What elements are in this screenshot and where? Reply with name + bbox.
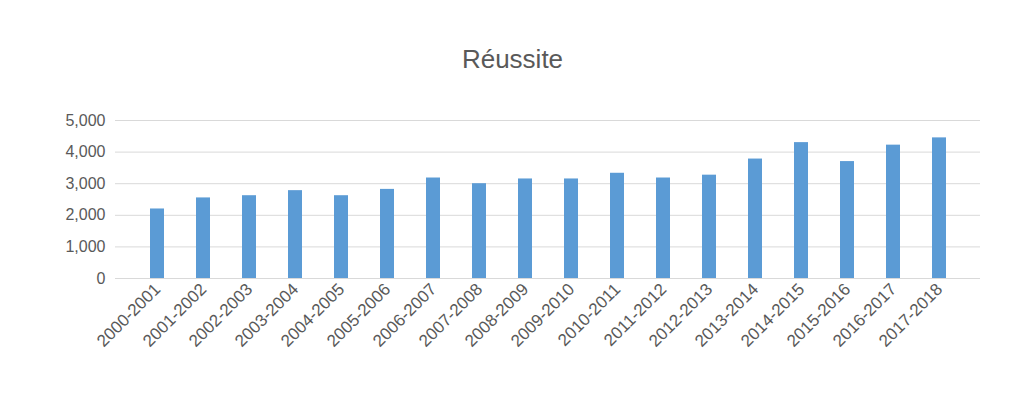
svg-text:2017-2018: 2017-2018 (875, 280, 946, 351)
svg-text:2013-2014: 2013-2014 (691, 279, 763, 351)
svg-text:2012-2013: 2012-2013 (645, 279, 717, 351)
svg-text:2008-2009: 2008-2009 (461, 279, 533, 351)
svg-text:2003-2004: 2003-2004 (231, 279, 303, 351)
svg-text:2001-2002: 2001-2002 (139, 279, 211, 351)
svg-text:2007-2008: 2007-2008 (415, 279, 487, 351)
svg-text:3,000: 3,000 (65, 175, 105, 192)
svg-text:2009-2010: 2009-2010 (507, 279, 579, 351)
svg-text:2010-2011: 2010-2011 (554, 279, 625, 350)
svg-text:2006-2007: 2006-2007 (369, 279, 441, 351)
svg-text:5,000: 5,000 (65, 112, 105, 129)
svg-text:1,000: 1,000 (65, 238, 105, 255)
svg-text:2011-2012: 2011-2012 (600, 279, 671, 350)
svg-text:2015-2016: 2015-2016 (783, 279, 855, 351)
svg-text:2016-2017: 2016-2017 (829, 279, 901, 351)
svg-text:2002-2003: 2002-2003 (185, 279, 257, 351)
svg-text:2,000: 2,000 (65, 206, 105, 223)
svg-text:2014-2015: 2014-2015 (737, 279, 809, 351)
html-text:Réussite: Réussite (461, 44, 564, 74)
svg-text:2000-2001: 2000-2001 (93, 279, 165, 351)
svg-text:0: 0 (97, 270, 106, 287)
svg-text:4,000: 4,000 (65, 143, 105, 160)
svg-text:2004-2005: 2004-2005 (277, 279, 349, 351)
svg-text:2005-2006: 2005-2006 (323, 279, 395, 351)
